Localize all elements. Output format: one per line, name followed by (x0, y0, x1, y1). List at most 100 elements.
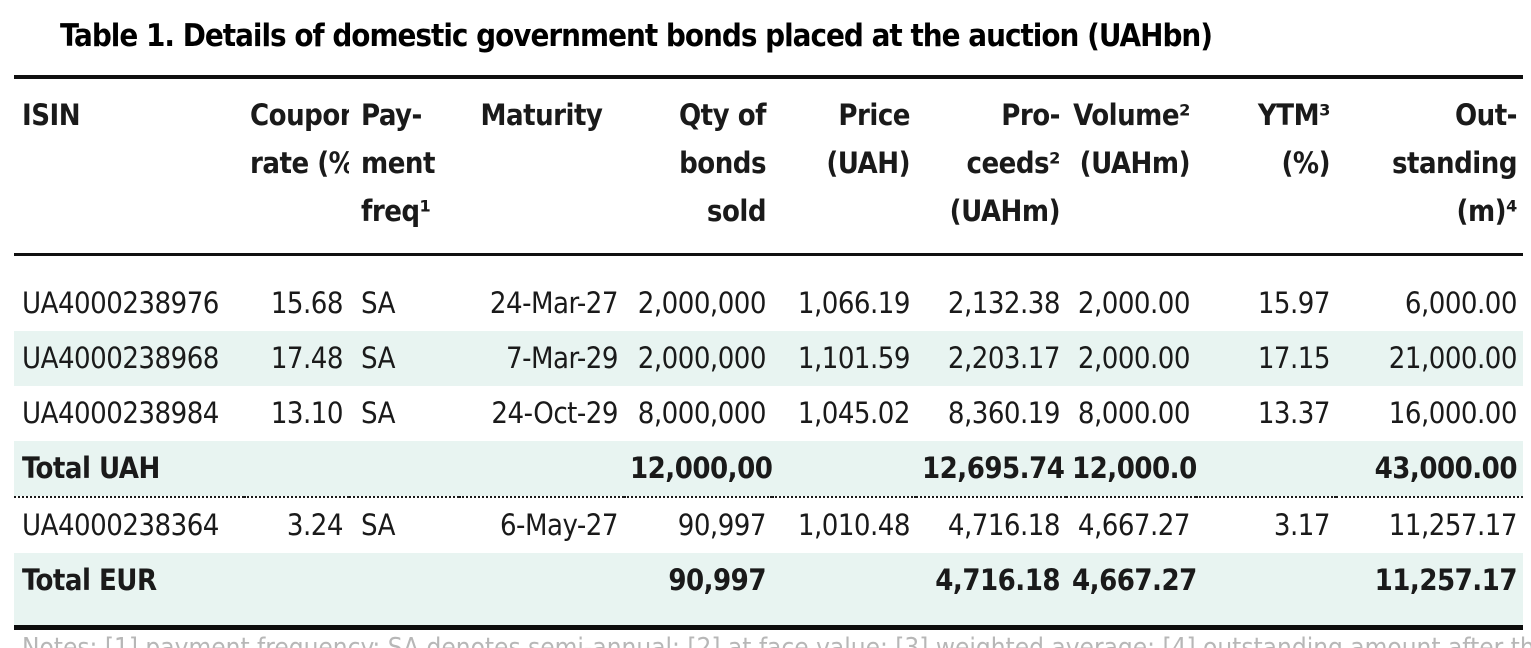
cell-coupon-rate: 15.68 (270, 286, 344, 320)
col-header-qty-line3: sold (706, 194, 767, 228)
col-header-outstanding-line2: standing (1391, 146, 1518, 180)
total-row-uah: Total UAH 12,000,000 12,695.74 12,000.00… (14, 441, 1523, 498)
col-header-price: Price (UAH) (772, 77, 916, 256)
cell-price (772, 553, 916, 630)
title-block: Table 1. Details of domestic government … (0, 0, 1531, 75)
col-header-proceeds-line1: Pro- (1001, 98, 1060, 132)
table-row-bond-3: UA4000238984 13.10 SA 24-Oct-29 8,000,00… (14, 386, 1523, 441)
table-header: ISIN Coupon rate (%) Pay- ment freq¹ Mat… (14, 77, 1523, 256)
cell-outstanding: 6,000.00 (1404, 286, 1518, 320)
cell-maturity: 24-Mar-27 (489, 286, 619, 320)
cell-isin: UA4000238984 (22, 396, 219, 430)
col-header-payment-freq: Pay- ment freq¹ (349, 77, 459, 256)
cell-outstanding: 11,257.17 (1336, 553, 1523, 630)
cell-outstanding: 11,257.17 (1388, 508, 1518, 542)
cell-coupon-rate (244, 441, 349, 498)
cell-outstanding: 21,000.00 (1388, 341, 1518, 375)
cell-volume: 2,000.00 (1077, 341, 1191, 375)
col-header-volume-line2: (UAHm) (1079, 146, 1191, 180)
table-row-bond-1: UA4000238976 15.68 SA 24-Mar-27 2,000,00… (14, 255, 1523, 332)
cell-ytm: 3.17 (1273, 508, 1331, 542)
col-header-proceeds-line2: ceeds² (966, 146, 1060, 180)
cell-volume: 12,000.00 (1066, 441, 1196, 498)
cell-coupon-rate: 17.48 (270, 341, 344, 375)
cell-total-label: Total UAH (14, 441, 244, 498)
cell-proceeds: 12,695.74 (916, 441, 1066, 498)
cell-payment-freq: SA (361, 508, 395, 542)
cell-isin: UA4000238968 (22, 341, 219, 375)
cell-payment-freq: SA (361, 341, 395, 375)
col-header-isin: ISIN (14, 77, 244, 256)
clipped-footnote: Notes: [1] payment frequency: SA denotes… (22, 635, 1531, 648)
col-header-pay-line2: ment (361, 146, 435, 180)
cell-ytm: 17.15 (1257, 341, 1331, 375)
cell-proceeds: 4,716.18 (947, 508, 1061, 542)
col-header-proceeds-line3: (UAHm) (949, 194, 1061, 228)
col-header-ytm-line2: (%) (1281, 146, 1331, 180)
cell-isin: UA4000238364 (22, 508, 219, 542)
header-row: ISIN Coupon rate (%) Pay- ment freq¹ Mat… (14, 77, 1523, 256)
cell-volume: 8,000.00 (1077, 396, 1191, 430)
cell-ytm: 13.37 (1257, 396, 1331, 430)
col-header-qty-line1: Qty of (678, 98, 767, 132)
col-header-pay-line3: freq¹ (361, 194, 431, 228)
col-header-coupon-line1: Coupon (250, 98, 349, 132)
table-row-bond-4: UA4000238364 3.24 SA 6-May-27 90,997 1,0… (14, 497, 1523, 553)
cell-proceeds: 2,203.17 (947, 341, 1061, 375)
col-header-volume-line1: Volume² (1073, 98, 1190, 132)
cell-outstanding: 43,000.00 (1336, 441, 1523, 498)
col-header-pay-line1: Pay- (361, 98, 422, 132)
col-header-outstanding: Out- standing (m)⁴ (1336, 77, 1523, 256)
cell-maturity: 24-Oct-29 (491, 396, 618, 430)
cell-ytm (1196, 553, 1336, 630)
col-header-outstanding-line3: (m)⁴ (1456, 194, 1518, 228)
cell-payment-freq (349, 553, 459, 630)
bonds-auction-table: ISIN Coupon rate (%) Pay- ment freq¹ Mat… (14, 75, 1523, 630)
cell-qty-sold: 2,000,000 (637, 286, 767, 320)
cell-qty-sold: 2,000,000 (637, 341, 767, 375)
cell-coupon-rate: 3.24 (286, 508, 344, 542)
cell-price: 1,045.02 (797, 396, 911, 430)
cell-isin: UA4000238976 (22, 286, 219, 320)
cell-payment-freq: SA (361, 286, 395, 320)
cell-price: 1,066.19 (797, 286, 911, 320)
col-header-price-line2: (UAH) (826, 146, 910, 180)
cell-payment-freq: SA (361, 396, 395, 430)
cell-qty-sold: 90,997 (624, 553, 772, 630)
clipped-footnote-text: Notes: [1] payment frequency: SA denotes… (22, 635, 1531, 648)
cell-qty-sold: 12,000,000 (624, 441, 772, 498)
col-header-proceeds: Pro- ceeds² (UAHm) (916, 77, 1066, 256)
col-header-coupon-line2: rate (%) (250, 146, 349, 180)
col-header-qty-line2: bonds (679, 146, 766, 180)
col-header-price-line1: Price (838, 98, 910, 132)
table-body: UA4000238976 15.68 SA 24-Mar-27 2,000,00… (14, 255, 1523, 630)
cell-price: 1,010.48 (797, 508, 911, 542)
cell-proceeds: 2,132.38 (947, 286, 1061, 320)
cell-price (772, 441, 916, 498)
cell-ytm (1196, 441, 1336, 498)
page-title: Table 1. Details of domestic government … (60, 18, 1213, 54)
col-header-qty-sold: Qty of bonds sold (624, 77, 772, 256)
cell-ytm: 15.97 (1257, 286, 1331, 320)
cell-payment-freq (349, 441, 459, 498)
cell-proceeds: 4,716.18 (916, 553, 1066, 630)
table-row-bond-2: UA4000238968 17.48 SA 7-Mar-29 2,000,000… (14, 331, 1523, 386)
col-header-isin-line: ISIN (22, 98, 81, 132)
cell-maturity (459, 553, 624, 630)
col-header-ytm-line1: YTM³ (1257, 98, 1331, 132)
cell-outstanding: 16,000.00 (1388, 396, 1518, 430)
total-row-eur: Total EUR 90,997 4,716.18 4,667.27 11,25… (14, 553, 1523, 630)
col-header-volume: Volume² (UAHm) (1066, 77, 1196, 256)
cell-volume: 4,667.27 (1077, 508, 1191, 542)
cell-coupon-rate (244, 553, 349, 630)
col-header-coupon-rate: Coupon rate (%) (244, 77, 349, 256)
cell-total-label: Total EUR (14, 553, 244, 630)
cell-volume: 2,000.00 (1077, 286, 1191, 320)
cell-volume: 4,667.27 (1066, 553, 1196, 630)
cell-price: 1,101.59 (797, 341, 911, 375)
col-header-maturity-line: Maturity (480, 98, 603, 132)
col-header-maturity: Maturity (459, 77, 624, 256)
cell-maturity (459, 441, 624, 498)
cell-proceeds: 8,360.19 (947, 396, 1061, 430)
